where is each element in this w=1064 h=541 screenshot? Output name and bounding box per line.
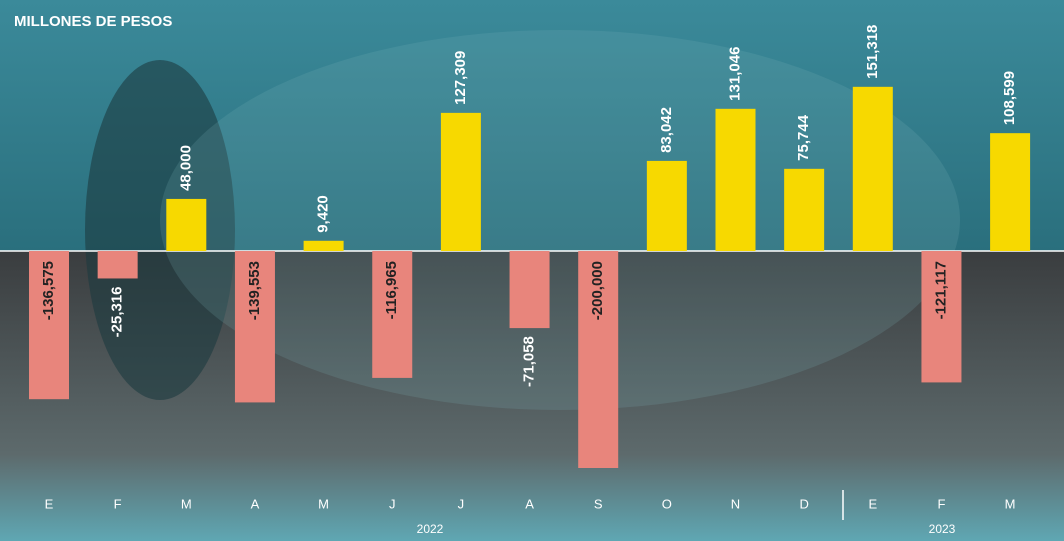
x-tick-label: N <box>731 496 740 511</box>
x-tick-label: M <box>181 496 192 511</box>
bar <box>715 108 756 251</box>
x-tick-label: E <box>45 496 54 511</box>
value-label: 83,042 <box>658 107 675 153</box>
year-label: 2022 <box>417 522 444 536</box>
bar <box>784 168 825 251</box>
value-label: -121,117 <box>932 261 949 319</box>
x-tick-label: M <box>318 496 329 511</box>
bar <box>166 198 207 251</box>
value-label: -136,575 <box>40 261 57 320</box>
bar <box>578 251 619 468</box>
x-tick-label: A <box>525 496 534 511</box>
chart-title: MILLONES DE PESOS <box>14 13 172 30</box>
bar <box>646 160 687 251</box>
value-label: 151,318 <box>864 25 881 79</box>
x-tick-label: O <box>662 496 672 511</box>
bar <box>29 251 69 400</box>
x-tick-label: F <box>937 496 945 511</box>
bar <box>97 251 138 279</box>
x-tick-label: J <box>389 496 396 511</box>
bar <box>234 251 275 403</box>
value-label: 48,000 <box>177 145 194 191</box>
value-label: -139,553 <box>246 261 263 320</box>
year-label: 2023 <box>929 522 956 536</box>
value-label: 127,309 <box>452 51 469 105</box>
x-tick-label: E <box>868 496 877 511</box>
value-label: -25,316 <box>109 286 126 337</box>
bar <box>372 251 413 378</box>
x-tick-label: M <box>1005 496 1016 511</box>
value-label: 9,420 <box>315 195 332 233</box>
bar <box>921 251 962 383</box>
value-label: 131,046 <box>726 47 743 101</box>
x-tick-label: A <box>251 496 260 511</box>
bar <box>990 133 1031 251</box>
x-tick-label: F <box>114 496 122 511</box>
value-label: -200,000 <box>589 261 606 320</box>
value-label: 75,744 <box>795 114 812 161</box>
value-label: -71,058 <box>521 336 538 387</box>
jar-body <box>160 30 960 410</box>
bar <box>852 86 893 251</box>
x-tick-label: J <box>458 496 465 511</box>
jar-lid <box>85 60 235 400</box>
bar <box>440 112 481 251</box>
bar <box>303 240 344 251</box>
x-tick-label: D <box>799 496 808 511</box>
bar <box>509 251 550 329</box>
value-label: -116,965 <box>383 261 400 319</box>
value-label: 108,599 <box>1001 71 1018 125</box>
x-tick-label: S <box>594 496 603 511</box>
